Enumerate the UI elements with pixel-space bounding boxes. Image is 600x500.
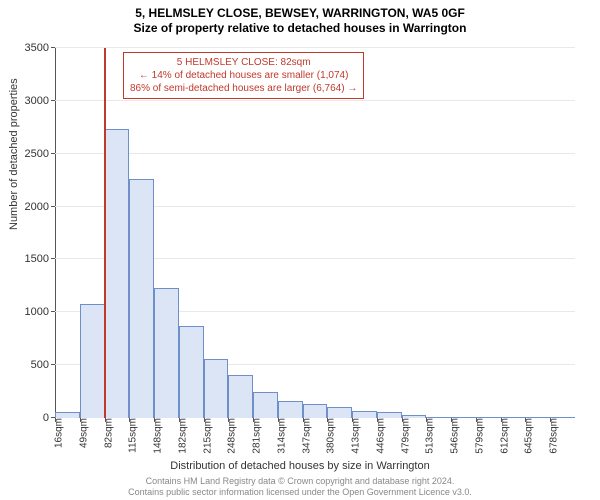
histogram-bar [327, 407, 352, 418]
plot-area: 050010001500200025003000350016sqm49sqm82… [55, 48, 575, 418]
xtick-label: 148sqm [151, 418, 164, 454]
histogram-bar [129, 179, 154, 418]
xtick-label: 347sqm [299, 418, 312, 454]
ytick-label: 1000 [25, 306, 55, 318]
histogram-bar [179, 326, 204, 418]
xtick-label: 579sqm [472, 418, 485, 454]
chart-title-line2: Size of property relative to detached ho… [0, 21, 600, 36]
histogram-bar [228, 375, 253, 418]
y-axis-line [55, 48, 56, 418]
xtick-label: 413sqm [349, 418, 362, 454]
license-line2: Contains public sector information licen… [128, 487, 472, 497]
xtick-label: 215sqm [200, 418, 213, 454]
license-line1: Contains HM Land Registry data © Crown c… [146, 476, 455, 486]
histogram-bar [253, 392, 278, 418]
histogram-bar [278, 401, 303, 418]
chart-container: 5, HELMSLEY CLOSE, BEWSEY, WARRINGTON, W… [0, 0, 600, 500]
ytick-label: 3500 [25, 42, 55, 54]
callout-line: 86% of semi-detached houses are larger (… [130, 82, 357, 95]
xtick-label: 16sqm [52, 418, 65, 448]
histogram-bar [352, 411, 377, 418]
histogram-bar [303, 404, 328, 418]
xtick-label: 678sqm [547, 418, 560, 454]
callout-box: 5 HELMSLEY CLOSE: 82sqm← 14% of detached… [123, 52, 364, 99]
ytick-label: 1500 [25, 253, 55, 265]
callout-line: ← 14% of detached houses are smaller (1,… [130, 69, 357, 82]
ytick-label: 2000 [25, 201, 55, 213]
xtick-label: 49sqm [76, 418, 89, 448]
histogram-bar [204, 359, 229, 418]
license-text: Contains HM Land Registry data © Crown c… [0, 476, 600, 499]
histogram-bar [80, 304, 105, 418]
y-axis-label: Number of detached properties [8, 78, 20, 230]
ytick-label: 500 [31, 359, 55, 371]
histogram-bar [154, 288, 179, 418]
xtick-label: 513sqm [423, 418, 436, 454]
xtick-label: 380sqm [324, 418, 337, 454]
xtick-label: 546sqm [448, 418, 461, 454]
xtick-label: 446sqm [373, 418, 386, 454]
xtick-label: 612sqm [497, 418, 510, 454]
gridline [55, 153, 575, 154]
xtick-label: 314sqm [274, 418, 287, 454]
xtick-label: 115sqm [126, 418, 139, 453]
xtick-label: 281sqm [250, 418, 263, 454]
marker-line [104, 48, 106, 418]
gridline [55, 100, 575, 101]
xtick-label: 82sqm [101, 418, 114, 448]
chart-title-line1: 5, HELMSLEY CLOSE, BEWSEY, WARRINGTON, W… [0, 6, 600, 21]
xtick-label: 645sqm [522, 418, 535, 454]
xtick-label: 182sqm [175, 418, 188, 454]
ytick-label: 2500 [25, 148, 55, 160]
histogram-bar [105, 129, 130, 418]
callout-line: 5 HELMSLEY CLOSE: 82sqm [130, 56, 357, 69]
ytick-label: 3000 [25, 95, 55, 107]
xtick-label: 479sqm [398, 418, 411, 454]
gridline [55, 47, 575, 48]
x-axis-label: Distribution of detached houses by size … [0, 460, 600, 472]
xtick-label: 248sqm [225, 418, 238, 454]
